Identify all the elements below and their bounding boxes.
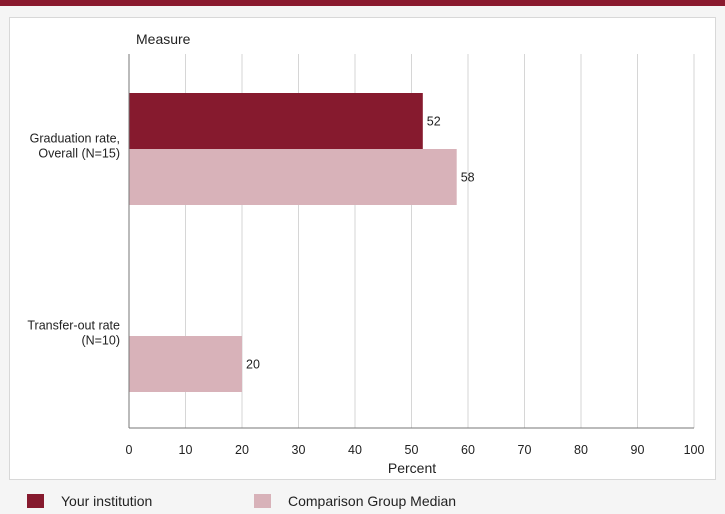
legend: Your institution Comparison Group Median — [0, 485, 725, 514]
x-tick-label: 80 — [574, 443, 588, 457]
x-tick-label: 0 — [126, 443, 133, 457]
legend-swatch — [254, 494, 271, 508]
data-label: 58 — [461, 171, 475, 185]
legend-label: Your institution — [61, 493, 153, 509]
category-axis-title: Measure — [136, 31, 191, 47]
x-tick-label: 90 — [631, 443, 645, 457]
legend-swatch — [27, 494, 44, 508]
x-tick-label: 70 — [518, 443, 532, 457]
bar-chart: 52 58 20 0 10 20 30 40 50 60 70 80 90 100 Graduation … — [27, 31, 704, 476]
data-label: 20 — [246, 358, 260, 372]
x-axis-title: Percent — [388, 460, 436, 476]
category-label: (N=10) — [81, 334, 120, 348]
bar — [129, 336, 242, 392]
x-tick-label: 20 — [235, 443, 249, 457]
bars: 52 58 20 — [129, 93, 475, 392]
x-tick-label: 30 — [292, 443, 306, 457]
x-tick-label: 40 — [348, 443, 362, 457]
axes: 0 10 20 30 40 50 60 70 80 90 100 Graduation rate,Ov… — [27, 54, 704, 457]
legend-label: Comparison Group Median — [288, 493, 457, 509]
x-tick-label: 60 — [461, 443, 475, 457]
category-label: Transfer-out rate — [27, 319, 120, 333]
x-tick-label: 50 — [405, 443, 419, 457]
bar — [129, 149, 457, 205]
bar — [129, 93, 423, 149]
x-tick-label: 100 — [684, 443, 705, 457]
x-tick-label: 10 — [179, 443, 193, 457]
category-label: Graduation rate, — [30, 132, 120, 146]
data-label: 52 — [427, 115, 441, 129]
top-accent-bar — [0, 0, 725, 6]
category-label: Overall (N=15) — [38, 147, 120, 161]
